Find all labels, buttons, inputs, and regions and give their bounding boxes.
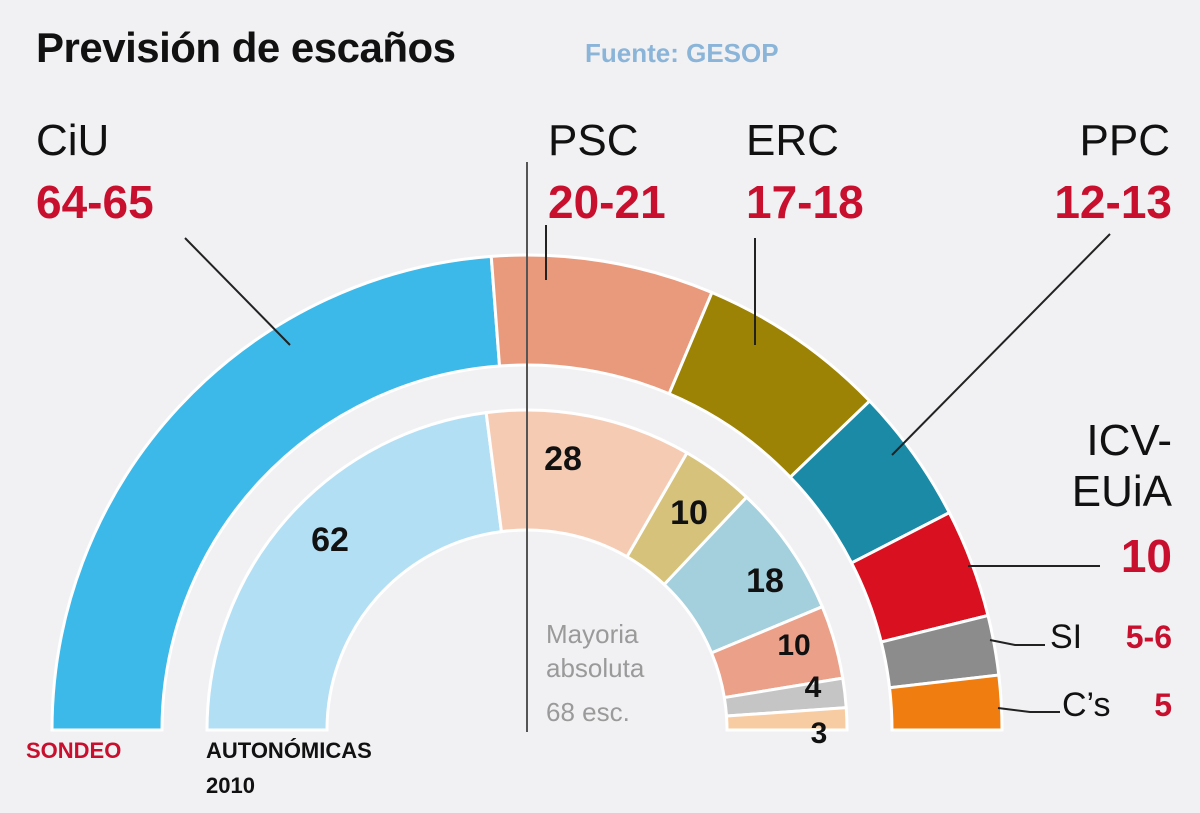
party-seats-cs: 5: [1154, 687, 1172, 723]
inner-value-cs: 3: [811, 717, 828, 750]
majority-label-line2: absoluta: [546, 653, 645, 683]
party-name-ppc: PPC: [1080, 116, 1170, 165]
outer-ring-sondeo: [50, 253, 1004, 732]
inner-value-si: 4: [805, 671, 822, 704]
outer-segment-c-s: [887, 673, 1004, 732]
inner-value-icv: 10: [777, 629, 810, 662]
party-seats-psc: 20-21: [548, 176, 666, 228]
party-seats-ppc: 12-13: [1054, 176, 1172, 228]
party-seats-icv: 10: [1121, 530, 1172, 582]
leader-ppc: [891, 233, 1111, 456]
party-name-cs: C’s: [1062, 686, 1111, 724]
majority-label-line3: 68 esc.: [546, 697, 630, 727]
inner-segment-ciu: [205, 410, 504, 732]
footer-autonomicas-line1: AUTONÓMICAS: [206, 738, 372, 763]
inner-value-erc: 10: [670, 494, 708, 532]
leader-si: [989, 639, 1045, 646]
outer-segment-ciu: [50, 254, 502, 732]
party-seats-ciu: 64-65: [36, 176, 154, 228]
inner-segment-c-s: [724, 706, 849, 732]
leader-cs: [997, 707, 1060, 713]
party-name-icv-line1: ICV-: [1086, 416, 1172, 465]
party-name-si: SI: [1050, 618, 1082, 656]
inner-value-ciu: 62: [311, 521, 349, 559]
party-seats-si: 5-6: [1126, 619, 1172, 655]
inner-value-ppc: 18: [746, 562, 784, 600]
party-name-icv-line2: EUiA: [1072, 467, 1173, 516]
footer-sondeo: SONDEO: [26, 738, 121, 763]
majority-label-line1: Mayoria: [546, 619, 639, 649]
party-name-ciu: CiU: [36, 116, 109, 165]
inner-ring-autonomicas-2010: [205, 408, 849, 732]
party-name-psc: PSC: [548, 116, 638, 165]
party-name-erc: ERC: [746, 116, 839, 165]
footer-autonomicas-line2: 2010: [206, 773, 255, 798]
chart-title: Previsión de escaños: [36, 24, 456, 71]
leader-ciu: [184, 237, 291, 346]
inner-value-psc: 28: [544, 440, 582, 478]
chart-source: Fuente: GESOP: [585, 38, 779, 68]
party-seats-erc: 17-18: [746, 176, 864, 228]
